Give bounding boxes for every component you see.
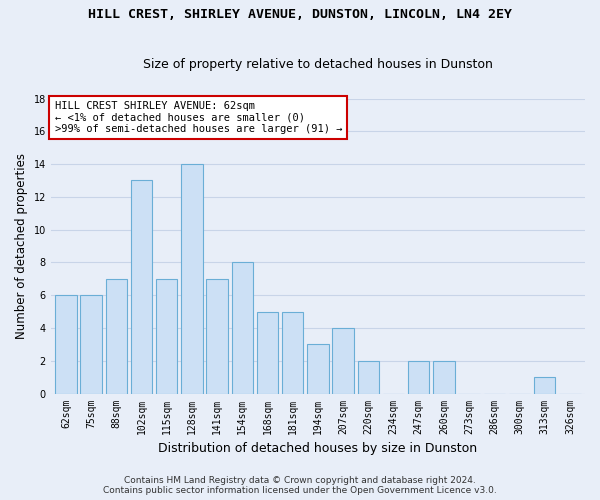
Bar xyxy=(55,295,77,394)
Bar xyxy=(282,312,304,394)
Bar xyxy=(534,377,556,394)
Bar xyxy=(408,361,430,394)
Bar xyxy=(433,361,455,394)
Text: Contains HM Land Registry data © Crown copyright and database right 2024.
Contai: Contains HM Land Registry data © Crown c… xyxy=(103,476,497,495)
Y-axis label: Number of detached properties: Number of detached properties xyxy=(15,153,28,339)
X-axis label: Distribution of detached houses by size in Dunston: Distribution of detached houses by size … xyxy=(158,442,478,455)
Bar xyxy=(131,180,152,394)
Bar xyxy=(106,279,127,394)
Bar xyxy=(307,344,329,394)
Bar xyxy=(257,312,278,394)
Text: HILL CREST, SHIRLEY AVENUE, DUNSTON, LINCOLN, LN4 2EY: HILL CREST, SHIRLEY AVENUE, DUNSTON, LIN… xyxy=(88,8,512,20)
Bar xyxy=(181,164,203,394)
Title: Size of property relative to detached houses in Dunston: Size of property relative to detached ho… xyxy=(143,58,493,71)
Bar xyxy=(332,328,354,394)
Text: HILL CREST SHIRLEY AVENUE: 62sqm
← <1% of detached houses are smaller (0)
>99% o: HILL CREST SHIRLEY AVENUE: 62sqm ← <1% o… xyxy=(55,101,342,134)
Bar xyxy=(206,279,228,394)
Bar xyxy=(80,295,102,394)
Bar xyxy=(358,361,379,394)
Bar xyxy=(232,262,253,394)
Bar xyxy=(156,279,178,394)
